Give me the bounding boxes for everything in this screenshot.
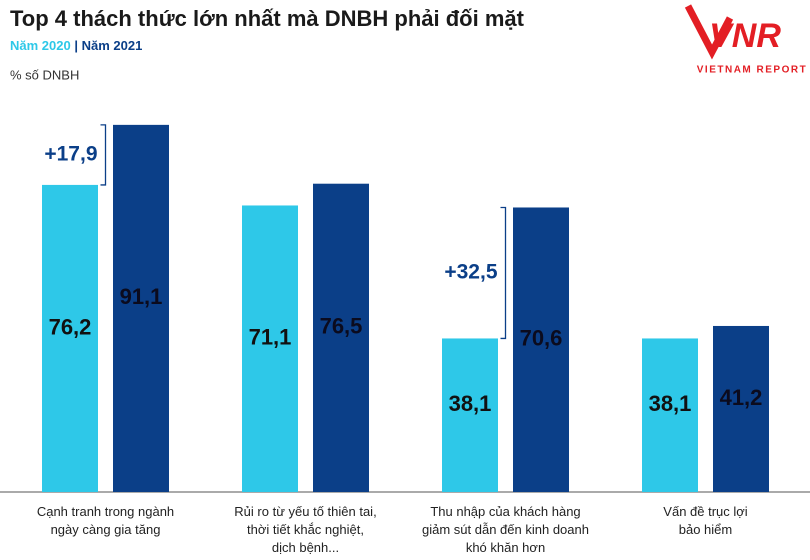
data-label: 76,2 bbox=[49, 314, 92, 339]
bar bbox=[42, 184, 98, 492]
legend: Năm 2020 | Năm 2021 bbox=[10, 38, 142, 53]
legend-entry: Năm 2021 bbox=[82, 38, 143, 53]
data-label: 71,1 bbox=[249, 325, 292, 350]
logo-text: VIETNAM REPORT bbox=[697, 65, 807, 76]
x-tick-label: Cạnh tranh trong ngành ngày càng gia tăn… bbox=[36, 504, 175, 537]
bar bbox=[313, 183, 369, 492]
bar bbox=[242, 205, 298, 493]
x-tick-label: Rủi ro từ yếu tố thiên tai, thời tiết kh… bbox=[234, 504, 377, 555]
chart-title: Top 4 thách thức lớn nhất mà DNBH phải đ… bbox=[10, 6, 525, 31]
legend-separator: | bbox=[74, 38, 78, 53]
logo-shape bbox=[684, 4, 734, 60]
data-label: 41,2 bbox=[720, 385, 763, 410]
data-label: 91,1 bbox=[120, 284, 163, 309]
unit-label: % số DNBH bbox=[10, 67, 79, 82]
x-tick-label: Thu nhập của khách hàng giảm sút dẫn đến… bbox=[422, 504, 589, 555]
data-label: 70,6 bbox=[520, 326, 563, 351]
logo-mark: VNR bbox=[709, 17, 781, 55]
annotation: +17,9 bbox=[44, 142, 97, 165]
data-label: 76,5 bbox=[320, 314, 363, 339]
bar bbox=[642, 338, 698, 492]
data-label: 38,1 bbox=[649, 391, 692, 416]
annotation: +32,5 bbox=[444, 261, 497, 284]
difference-bracket bbox=[500, 206, 507, 340]
legend-entry: Năm 2020 bbox=[10, 38, 71, 53]
bar bbox=[513, 207, 569, 492]
bar bbox=[442, 338, 498, 492]
bar bbox=[713, 325, 769, 492]
difference-bracket bbox=[100, 124, 107, 186]
x-tick-label: Vấn đề trục lợi bảo hiểm bbox=[663, 504, 748, 537]
data-label: 38,1 bbox=[449, 391, 492, 416]
bar bbox=[113, 124, 169, 492]
